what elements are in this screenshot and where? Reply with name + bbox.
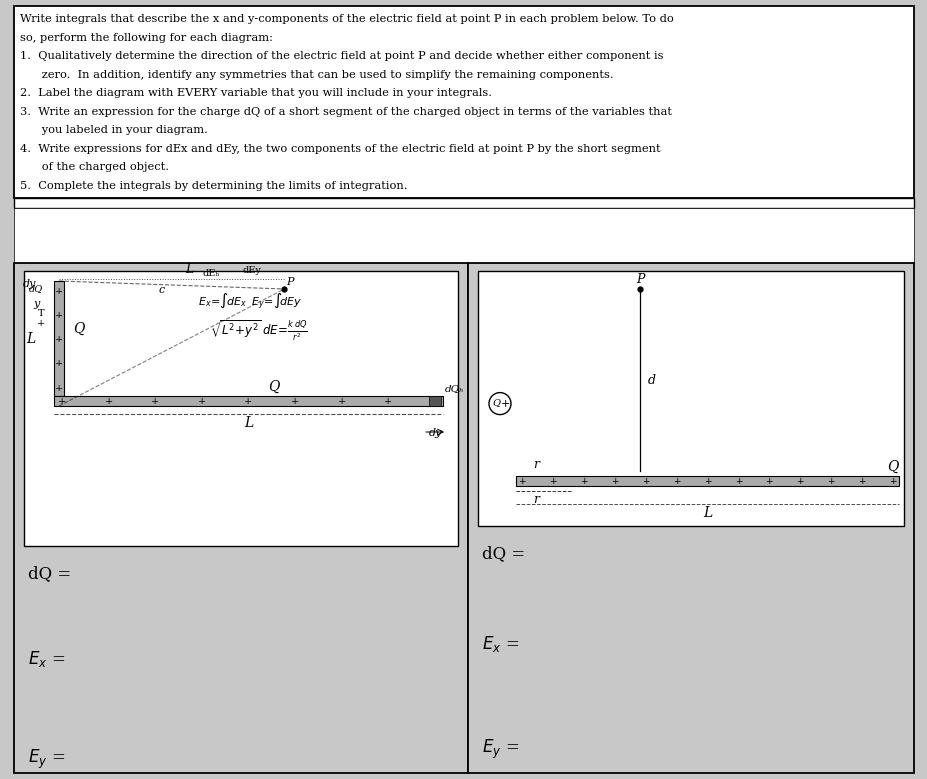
Text: Q: Q — [267, 380, 279, 394]
Text: dy: dy — [428, 428, 441, 438]
Text: +: + — [105, 397, 112, 406]
Bar — [24, 271, 458, 546]
Text: +: + — [37, 319, 45, 328]
Bar — [54, 281, 64, 396]
Text: $E_x$ =: $E_x$ = — [28, 649, 65, 669]
Text: Write integrals that describe the x and y-components of the electric field at po: Write integrals that describe the x and … — [20, 14, 673, 24]
Text: +: + — [430, 397, 438, 406]
Text: L: L — [184, 263, 193, 276]
Text: dEy: dEy — [242, 266, 261, 275]
Text: +: + — [549, 477, 556, 485]
Text: +: + — [672, 477, 679, 485]
Text: so, perform the following for each diagram:: so, perform the following for each diagr… — [20, 33, 273, 43]
Text: $E_y$ =: $E_y$ = — [481, 738, 519, 760]
Text: $\sqrt{L^2\!+\!y^2}\;dE\!=\!\frac{k\,dQ}{r^2}$: $\sqrt{L^2\!+\!y^2}\;dE\!=\!\frac{k\,dQ}… — [210, 318, 307, 343]
Bar — [467, 263, 913, 773]
Text: you labeled in your diagram.: you labeled in your diagram. — [20, 125, 208, 135]
Bar — [14, 208, 913, 263]
Text: +: + — [244, 397, 252, 406]
Text: T: T — [38, 309, 44, 318]
Text: +: + — [888, 477, 895, 485]
Text: 1.  Qualitatively determine the direction of the electric field at point P and d: 1. Qualitatively determine the direction… — [20, 51, 663, 61]
Text: $E_y$ =: $E_y$ = — [28, 747, 65, 770]
Text: dQ =: dQ = — [481, 545, 525, 562]
Text: +: + — [291, 397, 298, 406]
Text: c: c — [159, 285, 164, 295]
Text: Q: Q — [73, 322, 84, 336]
Text: dQ: dQ — [29, 284, 43, 293]
Bar — [14, 6, 913, 198]
Text: dy: dy — [22, 279, 35, 289]
Text: +: + — [57, 397, 66, 406]
Text: 4.  Write expressions for dEx and dEy, the two components of the electric field : 4. Write expressions for dEx and dEy, th… — [20, 143, 660, 153]
Text: 5.  Complete the integrals by determining the limits of integration.: 5. Complete the integrals by determining… — [20, 181, 407, 191]
Text: +: + — [384, 397, 392, 406]
Text: y: y — [34, 299, 40, 309]
Text: L: L — [702, 506, 711, 520]
Text: +: + — [517, 477, 526, 485]
Text: of the charged object.: of the charged object. — [20, 162, 169, 172]
Text: +: + — [151, 397, 159, 406]
Text: +: + — [197, 397, 206, 406]
Text: +: + — [857, 477, 865, 485]
Text: +: + — [55, 359, 63, 368]
Text: +: + — [55, 335, 63, 344]
Text: +: + — [641, 477, 649, 485]
Text: dEₕ: dEₕ — [202, 269, 220, 278]
Text: P: P — [286, 277, 294, 287]
Bar — [515, 476, 898, 486]
Text: Q: Q — [886, 460, 898, 474]
Text: $E_x$ =: $E_x$ = — [481, 634, 519, 654]
Bar — [54, 396, 442, 406]
Text: +: + — [795, 477, 803, 485]
Bar — [14, 263, 467, 773]
Bar — [428, 396, 440, 406]
Text: dQₕ: dQₕ — [445, 384, 464, 393]
Text: +: + — [579, 477, 587, 485]
Text: +: + — [55, 311, 63, 319]
Text: Q: Q — [491, 398, 500, 407]
Text: P: P — [635, 273, 643, 286]
Text: 3.  Write an expression for the charge dQ of a short segment of the charged obje: 3. Write an expression for the charge dQ… — [20, 107, 671, 117]
Text: dQ =: dQ = — [28, 566, 71, 583]
Text: +: + — [703, 477, 710, 485]
Text: +: + — [55, 287, 63, 295]
Text: d: d — [647, 373, 655, 386]
Text: +: + — [610, 477, 617, 485]
Text: +: + — [337, 397, 346, 406]
Text: +: + — [55, 383, 63, 393]
Text: L: L — [26, 332, 35, 346]
Text: +: + — [734, 477, 742, 485]
Bar — [14, 198, 913, 208]
Bar — [477, 271, 903, 526]
Text: $E_x\!=\!\int\!dE_x\;\;E_y\!=\!\int\!dEy$: $E_x\!=\!\int\!dE_x\;\;E_y\!=\!\int\!dEy… — [197, 291, 302, 311]
Text: L: L — [244, 416, 253, 430]
Text: +: + — [500, 399, 509, 409]
Text: r: r — [532, 493, 539, 506]
Text: +: + — [765, 477, 772, 485]
Text: 2.  Label the diagram with EVERY variable that you will include in your integral: 2. Label the diagram with EVERY variable… — [20, 88, 491, 98]
Text: zero.  In addition, identify any symmetries that can be used to simplify the rem: zero. In addition, identify any symmetri… — [20, 69, 613, 79]
Text: r: r — [532, 457, 539, 471]
Text: +: + — [827, 477, 834, 485]
